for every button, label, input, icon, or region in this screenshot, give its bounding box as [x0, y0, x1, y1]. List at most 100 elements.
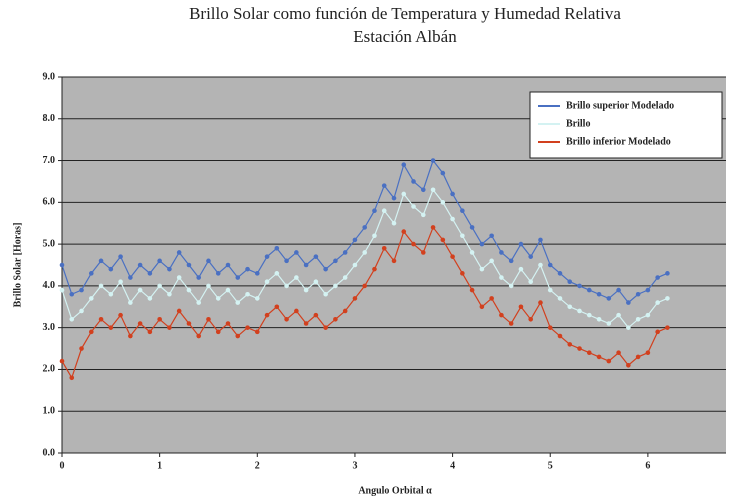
marker: [98, 258, 104, 264]
marker: [274, 304, 280, 310]
marker: [303, 321, 309, 326]
marker: [606, 321, 612, 326]
marker: [147, 296, 153, 301]
marker: [626, 325, 631, 330]
chart-subtitle: Estación Albán: [353, 27, 457, 46]
marker: [215, 329, 221, 335]
marker: [440, 200, 446, 205]
marker: [538, 300, 543, 305]
marker: [499, 275, 504, 280]
marker: [557, 333, 563, 339]
marker: [264, 312, 270, 318]
marker: [420, 250, 426, 255]
marker: [79, 346, 84, 351]
marker: [323, 325, 328, 330]
marker: [294, 250, 299, 255]
x-tick-label: 3: [352, 460, 357, 471]
marker: [420, 212, 426, 218]
marker: [479, 304, 485, 310]
marker: [137, 321, 143, 326]
y-tick-label: 2.0: [43, 364, 56, 375]
marker: [108, 291, 114, 297]
marker: [206, 258, 211, 264]
marker: [381, 245, 387, 251]
marker: [274, 271, 280, 276]
x-tick-label: 6: [645, 460, 650, 471]
y-tick-label: 7.0: [43, 155, 56, 166]
y-tick-label: 8.0: [43, 113, 56, 124]
marker: [342, 275, 348, 280]
marker: [69, 291, 75, 297]
marker: [577, 346, 582, 351]
marker: [264, 254, 270, 259]
x-tick-label: 0: [60, 460, 65, 471]
marker: [264, 279, 270, 285]
marker: [118, 254, 123, 259]
marker: [469, 225, 475, 230]
marker: [391, 258, 397, 264]
marker: [381, 183, 387, 188]
marker: [157, 317, 162, 322]
marker: [362, 250, 368, 255]
marker: [489, 258, 494, 264]
marker: [59, 262, 65, 268]
x-axis-label: Angulo Orbital α: [358, 485, 432, 496]
marker: [196, 333, 202, 339]
marker: [655, 275, 660, 280]
marker: [186, 321, 192, 326]
marker: [196, 275, 202, 280]
marker: [342, 250, 348, 255]
legend-label: Brillo: [566, 118, 590, 129]
marker: [655, 300, 660, 305]
marker: [567, 304, 573, 310]
marker: [235, 333, 241, 339]
marker: [88, 271, 94, 276]
marker: [167, 266, 172, 272]
marker: [157, 258, 162, 264]
marker: [225, 287, 231, 293]
legend-label: Brillo inferior Modelado: [566, 136, 671, 147]
marker: [235, 275, 241, 280]
marker: [303, 262, 309, 268]
marker: [362, 283, 368, 289]
marker: [586, 350, 592, 356]
marker: [557, 296, 563, 301]
chart-title: Brillo Solar como función de Temperatura…: [189, 4, 621, 23]
marker: [186, 287, 192, 293]
marker: [401, 162, 407, 168]
marker: [352, 262, 358, 268]
marker: [372, 266, 377, 272]
marker: [411, 241, 416, 247]
marker: [225, 321, 231, 326]
marker: [586, 312, 592, 318]
marker: [88, 296, 94, 301]
marker: [59, 358, 65, 364]
marker: [98, 317, 104, 322]
marker: [616, 350, 621, 356]
marker: [128, 300, 133, 305]
marker: [479, 266, 485, 272]
marker: [167, 325, 172, 330]
marker: [245, 325, 250, 330]
marker: [596, 291, 602, 297]
marker: [528, 317, 534, 322]
marker: [108, 266, 114, 272]
marker: [596, 354, 602, 360]
marker: [430, 158, 436, 163]
marker: [225, 262, 231, 268]
marker: [352, 237, 358, 243]
marker: [69, 375, 75, 381]
marker: [108, 325, 114, 330]
marker: [206, 317, 211, 322]
marker: [176, 250, 182, 255]
marker: [665, 271, 670, 276]
marker: [118, 279, 123, 285]
marker: [137, 262, 143, 268]
marker: [303, 287, 309, 293]
marker: [274, 245, 280, 251]
marker: [391, 195, 397, 201]
marker: [518, 241, 524, 247]
marker: [508, 321, 514, 326]
x-tick-label: 4: [450, 460, 455, 471]
